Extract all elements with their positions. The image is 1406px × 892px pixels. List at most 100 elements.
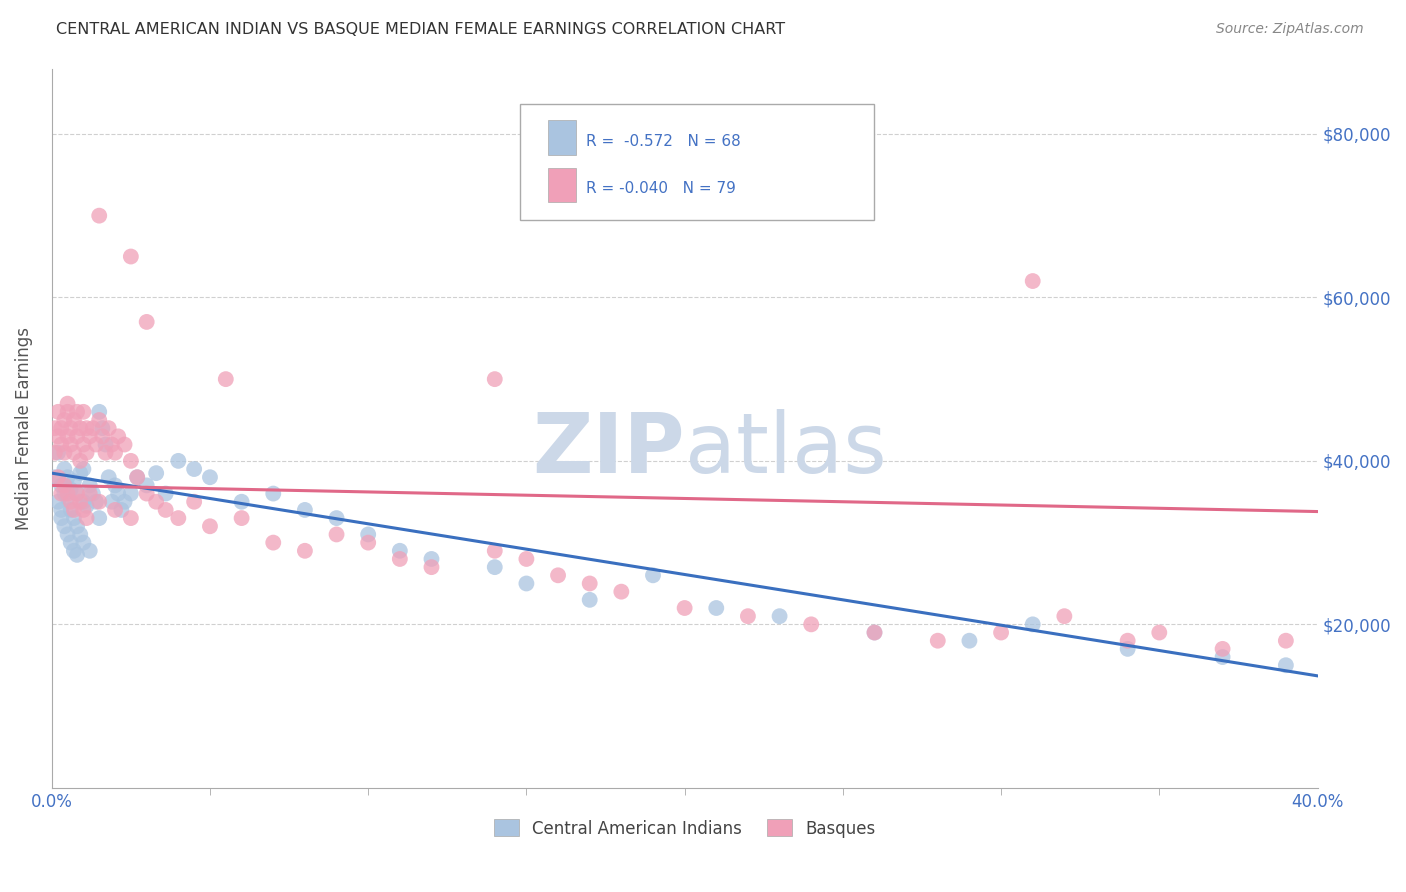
Point — [1053, 609, 1076, 624]
Point — [44, 446, 66, 460]
Point — [110, 503, 132, 517]
Point — [89, 494, 111, 508]
Point — [89, 511, 111, 525]
Point — [1022, 617, 1045, 632]
Point — [76, 446, 98, 460]
Point — [69, 466, 91, 480]
Point — [357, 535, 380, 549]
Point — [167, 511, 190, 525]
Point — [72, 535, 94, 549]
Point — [120, 250, 142, 264]
Point — [94, 446, 117, 460]
Point — [76, 421, 98, 435]
Point — [59, 437, 82, 451]
FancyBboxPatch shape — [548, 168, 576, 202]
Text: R =  -0.572   N = 68: R = -0.572 N = 68 — [586, 134, 741, 149]
Point — [927, 633, 949, 648]
Point — [51, 421, 73, 435]
Point — [56, 491, 79, 505]
Point — [59, 494, 82, 508]
Point — [120, 511, 142, 525]
Point — [104, 503, 127, 517]
Point — [94, 437, 117, 451]
Point — [484, 372, 506, 386]
Point — [63, 543, 86, 558]
Point — [59, 503, 82, 517]
Point — [66, 548, 89, 562]
Point — [82, 486, 104, 500]
Point — [53, 413, 76, 427]
Point — [107, 486, 129, 500]
Point — [1149, 625, 1171, 640]
Point — [44, 470, 66, 484]
Point — [135, 315, 157, 329]
Point — [76, 511, 98, 525]
Point — [1275, 658, 1298, 673]
Point — [82, 421, 104, 435]
Point — [66, 486, 89, 500]
Point — [69, 527, 91, 541]
Point — [46, 494, 69, 508]
Point — [231, 511, 253, 525]
Point — [46, 429, 69, 443]
Point — [79, 429, 101, 443]
Point — [53, 446, 76, 460]
Point — [167, 454, 190, 468]
Point — [51, 478, 73, 492]
Point — [388, 552, 411, 566]
Point — [56, 470, 79, 484]
Point — [97, 470, 120, 484]
Point — [63, 503, 86, 517]
Point — [97, 421, 120, 435]
Point — [957, 633, 980, 648]
Point — [800, 617, 823, 632]
Point — [990, 625, 1012, 640]
Point — [107, 429, 129, 443]
Point — [63, 413, 86, 427]
Point — [120, 454, 142, 468]
Point — [704, 601, 727, 615]
Text: R = -0.040   N = 79: R = -0.040 N = 79 — [586, 181, 735, 196]
Point — [114, 437, 136, 451]
Point — [515, 552, 537, 566]
Point — [262, 486, 284, 500]
Point — [76, 499, 98, 513]
Point — [101, 494, 124, 508]
Point — [1212, 650, 1234, 665]
Point — [104, 446, 127, 460]
Point — [59, 535, 82, 549]
Point — [53, 478, 76, 492]
Point — [183, 462, 205, 476]
Point — [66, 486, 89, 500]
Point — [120, 486, 142, 500]
Point — [262, 535, 284, 549]
Point — [51, 486, 73, 500]
Point — [135, 486, 157, 500]
Point — [56, 486, 79, 500]
Point — [420, 552, 443, 566]
Point — [737, 609, 759, 624]
Point — [69, 494, 91, 508]
Point — [101, 437, 124, 451]
Point — [63, 475, 86, 489]
Point — [231, 494, 253, 508]
Point — [56, 429, 79, 443]
Point — [578, 592, 600, 607]
Point — [155, 503, 177, 517]
FancyBboxPatch shape — [520, 104, 875, 219]
Point — [294, 543, 316, 558]
Point — [547, 568, 569, 582]
Point — [44, 421, 66, 435]
Point — [89, 413, 111, 427]
Point — [89, 405, 111, 419]
Point — [357, 527, 380, 541]
Point — [420, 560, 443, 574]
Point — [863, 625, 886, 640]
Text: Source: ZipAtlas.com: Source: ZipAtlas.com — [1216, 22, 1364, 37]
Point — [215, 372, 238, 386]
Point — [145, 466, 167, 480]
Text: atlas: atlas — [685, 409, 886, 491]
Point — [56, 405, 79, 419]
Point — [515, 576, 537, 591]
Point — [294, 503, 316, 517]
